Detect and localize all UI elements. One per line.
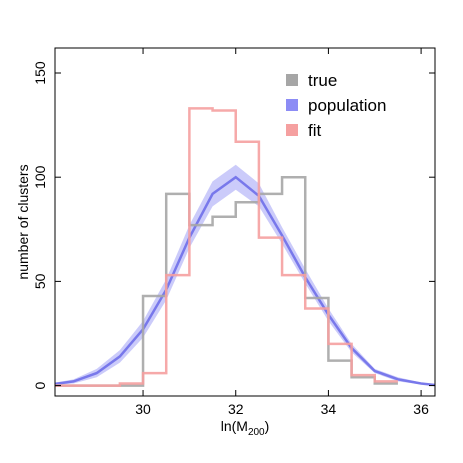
population-band-layer <box>55 164 435 386</box>
plot-frame <box>54 47 436 397</box>
population-mean-line <box>55 175 435 387</box>
axis-ticks: 30 32 34 36 0 50 100 150 <box>32 48 435 417</box>
x-axis-label: ln(M200) <box>221 418 270 438</box>
legend-label: fit <box>308 121 322 140</box>
legend-item-true: true <box>286 71 337 90</box>
y-tick-label: 50 <box>32 273 48 289</box>
legend-label: true <box>308 71 337 90</box>
legend-swatch <box>286 74 298 86</box>
x-tick-label: 36 <box>413 401 429 417</box>
legend-swatch <box>286 99 298 111</box>
y-tick-label: 100 <box>32 165 48 189</box>
series-layer <box>55 107 435 387</box>
y-tick-label: 0 <box>32 381 48 389</box>
y-tick-label: 150 <box>32 61 48 85</box>
x-tick-label: 34 <box>321 401 337 417</box>
x-tick-label: 30 <box>135 401 151 417</box>
fit-histogram <box>55 107 398 387</box>
legend-label: population <box>308 96 386 115</box>
x-tick-label: 32 <box>228 401 244 417</box>
y-axis-label: number of clusters <box>15 164 31 279</box>
legend-item-fit: fit <box>286 121 322 140</box>
legend-swatch <box>286 124 298 136</box>
legend: true population fit <box>286 71 386 140</box>
legend-item-population: population <box>286 96 386 115</box>
population-band <box>55 164 435 386</box>
true-histogram <box>55 175 398 387</box>
